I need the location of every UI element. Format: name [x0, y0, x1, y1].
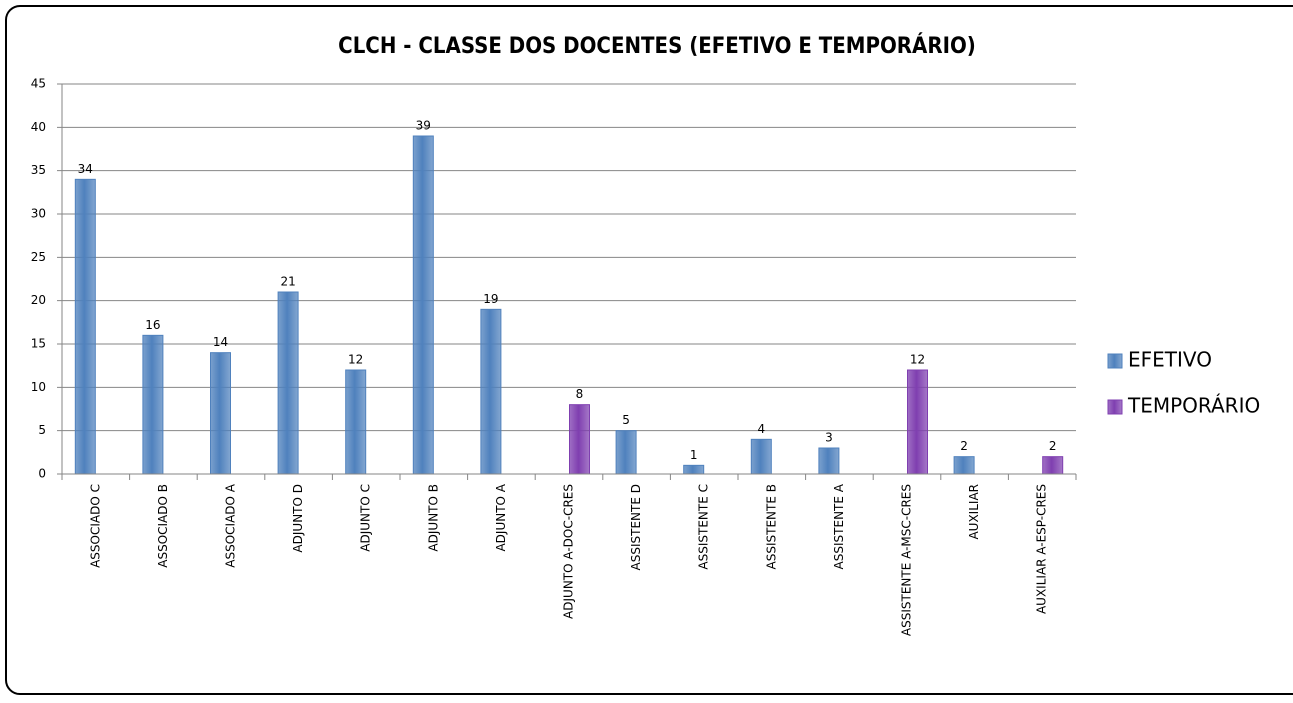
data-label: 4 — [757, 422, 765, 436]
bar — [818, 447, 840, 475]
x-tick-label: ASSISTENTE A-MSC-CRES — [900, 484, 914, 636]
legend-label: EFETIVO — [1128, 348, 1212, 372]
x-tick-label: ASSISTENTE A — [832, 483, 846, 569]
bar — [615, 430, 637, 475]
data-label: 21 — [280, 275, 295, 289]
legend-swatch — [1107, 399, 1123, 415]
bar — [683, 464, 705, 475]
y-tick-label: 35 — [31, 163, 46, 177]
bar — [953, 456, 975, 475]
bar — [750, 438, 772, 475]
data-label: 3 — [825, 431, 833, 445]
bar — [142, 334, 164, 475]
legend-label: TEMPORÁRIO — [1127, 394, 1260, 418]
x-tick-label: ADJUNTO A — [494, 483, 508, 551]
bar — [210, 352, 231, 475]
chart-title: CLCH - CLASSE DOS DOCENTES (EFETIVO E TE… — [338, 33, 976, 59]
y-tick-label: 45 — [31, 77, 46, 91]
x-tick-label: ADJUNTO A-DOC-CRES — [562, 484, 576, 619]
data-label: 2 — [1049, 439, 1057, 453]
data-label: 14 — [213, 335, 228, 349]
data-label: 39 — [416, 119, 431, 133]
data-label: 19 — [483, 292, 498, 306]
x-tick-label: AUXILIAR — [967, 484, 981, 540]
bar — [277, 291, 299, 475]
legend-swatch — [1107, 353, 1123, 369]
data-label: 1 — [690, 448, 698, 462]
y-tick-label: 25 — [31, 250, 46, 264]
x-tick-label: AUXILIAR A-ESP-CRES — [1035, 484, 1049, 614]
x-tick-label: ASSOCIADO A — [224, 483, 238, 568]
data-label: 5 — [622, 413, 630, 427]
y-tick-label: 5 — [38, 423, 46, 437]
data-label: 8 — [576, 387, 584, 401]
x-tick-label: ASSISTENTE D — [629, 484, 643, 570]
x-tick-label: ADJUNTO C — [359, 484, 373, 552]
bar — [74, 178, 96, 475]
bar — [345, 369, 367, 475]
bar — [480, 308, 502, 475]
x-tick-label: ASSOCIADO B — [156, 484, 170, 568]
bar — [1042, 456, 1064, 475]
x-tick-label: ADJUNTO D — [291, 484, 305, 553]
bar — [569, 404, 590, 475]
y-tick-label: 10 — [31, 380, 46, 394]
y-tick-label: 0 — [38, 467, 46, 481]
x-tick-label: ASSISTENTE C — [697, 484, 711, 570]
data-label: 16 — [145, 318, 160, 332]
bar — [907, 369, 928, 475]
bar — [412, 135, 434, 475]
y-tick-label: 20 — [31, 293, 46, 307]
data-label: 12 — [910, 353, 925, 367]
y-tick-label: 40 — [31, 120, 46, 134]
chart-border — [5, 5, 1293, 695]
data-label: 2 — [960, 439, 968, 453]
x-tick-label: ADJUNTO B — [426, 484, 440, 552]
x-tick-label: ASSOCIADO C — [88, 484, 102, 568]
data-label: 34 — [78, 162, 93, 176]
y-tick-label: 15 — [31, 337, 46, 351]
y-tick-label: 30 — [31, 207, 46, 221]
data-label: 12 — [348, 353, 363, 367]
x-tick-label: ASSISTENTE B — [764, 484, 778, 569]
